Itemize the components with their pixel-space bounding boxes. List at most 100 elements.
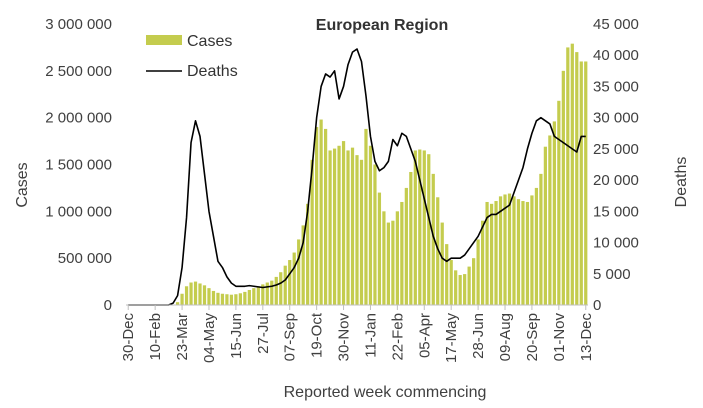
cases-bar — [229, 294, 234, 305]
cases-bar — [193, 281, 198, 305]
legend-cases-label: Cases — [187, 33, 232, 50]
cases-bar — [256, 286, 260, 305]
cases-bar — [427, 154, 431, 305]
cases-bar — [512, 196, 516, 305]
y-tick-label: 0 — [104, 297, 112, 314]
cases-bar — [445, 244, 449, 305]
cases-bar — [534, 187, 539, 305]
cases-bar — [485, 201, 489, 305]
cases-bar — [566, 47, 570, 306]
x-tick-label: 10-Feb — [147, 313, 164, 361]
cases-bar — [449, 260, 453, 305]
cases-bar — [301, 225, 305, 305]
cases-bar — [458, 275, 462, 305]
cases-bar — [391, 220, 395, 305]
cases-bar — [261, 284, 265, 305]
cases-bar — [216, 292, 220, 305]
x-tick-label: 23-Mar — [174, 313, 191, 361]
x-tick-label: 28-Jun — [470, 313, 487, 359]
cases-bar — [395, 211, 399, 305]
cases-bar — [584, 61, 588, 305]
cases-bar — [440, 222, 444, 305]
y2-tick-label: 10 000 — [593, 235, 639, 252]
cases-bar — [265, 282, 269, 305]
y-tick-label: 1 000 000 — [45, 203, 112, 220]
cases-bar — [346, 150, 350, 305]
cases-bar — [364, 128, 368, 305]
cases-bar — [198, 283, 202, 305]
cases-bar — [274, 276, 278, 305]
cases-bar — [184, 286, 189, 305]
cases-bars — [167, 43, 588, 306]
deaths-line-layer — [128, 48, 586, 306]
x-tick-label: 05-Apr — [416, 313, 433, 358]
x-tick-label: 11-Jan — [362, 313, 379, 358]
cases-bar — [189, 282, 193, 305]
legend: Cases Deaths — [146, 33, 238, 80]
cases-bar — [472, 258, 476, 305]
cases-bar — [283, 265, 287, 305]
x-tick-label: 07-Sep — [282, 313, 299, 361]
cases-bar — [409, 171, 413, 305]
x-tick-label: 30-Nov — [336, 313, 353, 362]
x-tick-label: 13-Dec — [578, 313, 595, 362]
cases-bar — [315, 127, 319, 305]
cases-bar — [373, 164, 377, 305]
tick-labels: 0 500 000 1 000 000 1 500 000 2 000 000 2 500… — [45, 16, 639, 363]
cases-bar — [377, 192, 382, 305]
cases-bar — [454, 270, 458, 305]
cases-bar — [220, 293, 225, 305]
cases-bar — [225, 294, 229, 305]
x-tick-label: 04-May — [201, 313, 218, 364]
y2-tick-label: 15 000 — [593, 203, 639, 220]
cases-bar — [359, 159, 364, 305]
cases-bar — [404, 187, 408, 305]
y2-tick-label: 40 000 — [593, 47, 639, 64]
cases-bar — [341, 141, 346, 305]
cases-bar — [548, 135, 552, 305]
y2-tick-label: 30 000 — [593, 110, 639, 127]
x-tick-label: 30-Dec — [120, 313, 137, 362]
cases-bar — [207, 288, 211, 305]
cases-bar — [328, 150, 332, 305]
y2-tick-label: 0 — [593, 297, 601, 314]
cases-bar — [521, 201, 525, 305]
x-tick-label: 19-Oct — [309, 312, 326, 358]
y-tick-label: 2 500 000 — [45, 63, 112, 80]
cases-bar — [297, 239, 301, 305]
cases-bar — [480, 220, 485, 305]
cases-bar — [422, 150, 426, 305]
y2-tick-label: 25 000 — [593, 141, 639, 158]
y-axis-title: Cases — [14, 162, 31, 207]
y-tick-label: 3 000 000 — [45, 16, 112, 33]
cases-bar — [234, 294, 238, 305]
cases-bar — [368, 145, 373, 305]
cases-bar — [579, 61, 583, 305]
legend-cases-swatch — [146, 35, 182, 45]
y2-tick-label: 20 000 — [593, 172, 639, 189]
cases-bar — [332, 148, 337, 305]
cases-bar — [292, 252, 296, 305]
cases-bar — [418, 149, 422, 305]
y2-tick-label: 5 000 — [593, 266, 631, 283]
cases-bar — [238, 293, 242, 305]
cases-bar — [382, 211, 386, 305]
cases-bar — [525, 201, 530, 305]
cases-bar — [503, 194, 507, 305]
cases-bar — [498, 196, 503, 305]
cases-bar — [202, 285, 207, 305]
cases-bar — [323, 128, 328, 305]
cases-bar — [463, 274, 467, 305]
legend-deaths-label: Deaths — [187, 63, 238, 80]
cases-bar — [243, 291, 247, 305]
cases-bar — [400, 201, 404, 305]
y2-tick-label: 35 000 — [593, 78, 639, 95]
x-tick-label: 22-Feb — [389, 313, 406, 361]
x-tick-label: 09-Aug — [497, 313, 514, 361]
x-tick-label: 20-Sep — [524, 313, 541, 361]
cases-bar — [436, 197, 440, 305]
cases-bar — [350, 147, 355, 305]
cases-bar — [386, 222, 391, 305]
y-tick-label: 2 000 000 — [45, 110, 112, 127]
